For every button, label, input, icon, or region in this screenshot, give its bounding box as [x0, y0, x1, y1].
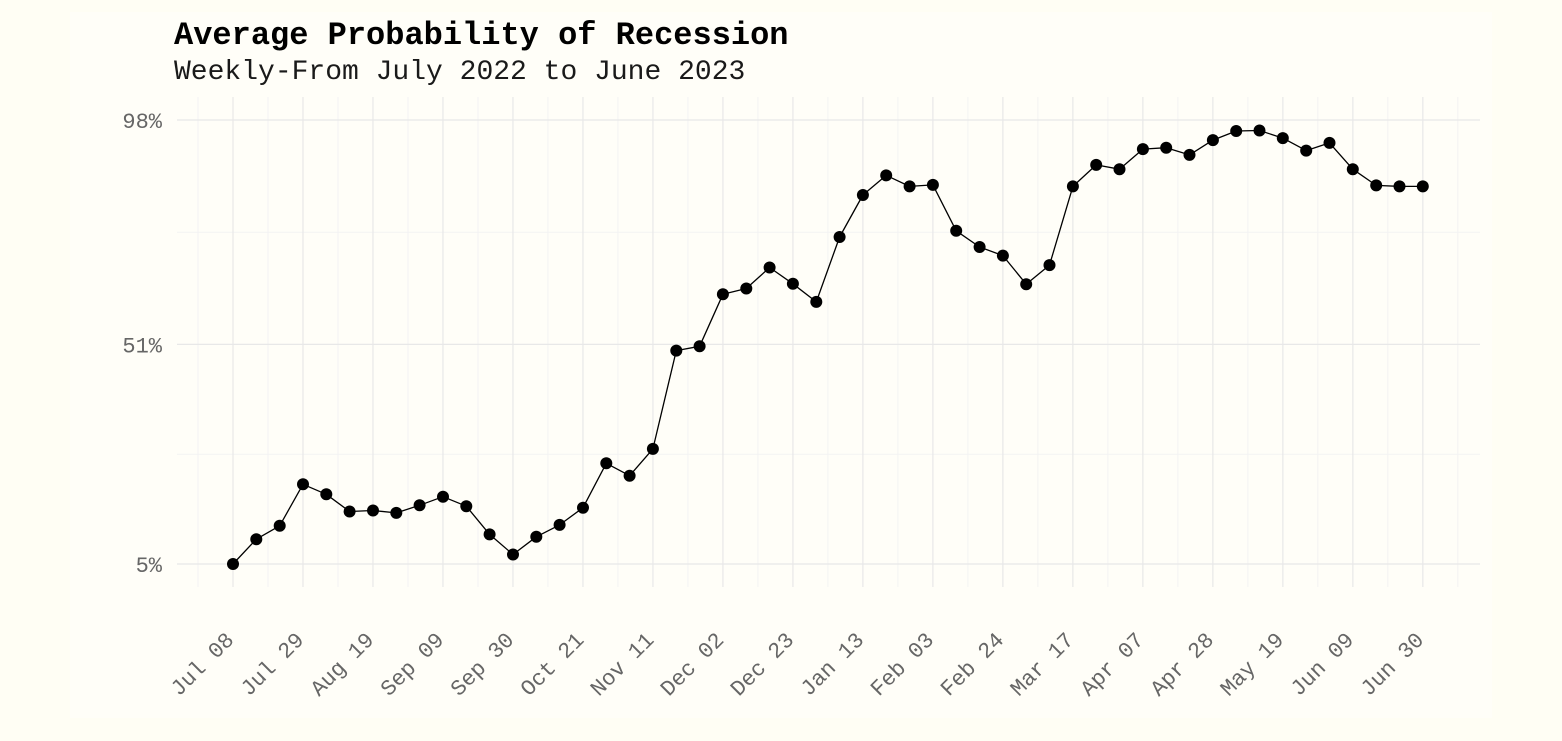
data-point	[833, 231, 846, 243]
data-point	[996, 249, 1009, 262]
data-point	[1183, 148, 1196, 161]
x-tick-label: May 19	[1216, 628, 1290, 702]
data-point	[273, 519, 286, 532]
data-point	[1393, 180, 1406, 193]
data-point	[1253, 124, 1266, 137]
data-point	[530, 530, 543, 543]
data-point	[670, 344, 683, 357]
x-tick-label: Jul 08	[166, 628, 240, 702]
data-point	[926, 178, 939, 191]
data-point	[623, 469, 636, 482]
x-tick-label: Dec 23	[726, 628, 800, 702]
data-point	[950, 224, 963, 237]
x-tick-label: Jun 30	[1356, 628, 1430, 702]
x-tick-label: Apr 07	[1076, 628, 1150, 702]
data-point	[553, 518, 566, 531]
x-tick-label: Jun 09	[1286, 628, 1360, 702]
data-point	[600, 457, 613, 470]
x-tick-label: Sep 09	[376, 628, 450, 702]
x-tick-label: Dec 02	[656, 628, 730, 702]
data-point	[1370, 179, 1383, 192]
x-tick-label: Apr 28	[1146, 628, 1220, 702]
y-tick-label: 5%	[136, 554, 163, 579]
y-tick-label: 98%	[122, 110, 162, 135]
data-point	[1346, 163, 1359, 176]
data-point	[390, 506, 403, 519]
data-point	[1230, 125, 1243, 137]
x-tick-label: Nov 11	[586, 628, 660, 702]
x-tick-label: Mar 17	[1006, 628, 1080, 702]
data-point	[973, 241, 986, 253]
data-point	[1090, 158, 1103, 171]
x-tick-label: Aug 19	[306, 628, 380, 702]
data-point	[1160, 141, 1173, 154]
data-point	[786, 277, 799, 290]
data-point	[716, 288, 729, 301]
data-point	[227, 558, 239, 570]
data-point	[460, 500, 473, 513]
x-tick-label: Jul 29	[236, 628, 310, 702]
chart-subtitle: Weekly-From July 2022 to June 2023	[174, 57, 746, 88]
data-point	[367, 504, 379, 517]
data-point	[856, 189, 869, 201]
data-point	[810, 295, 823, 308]
data-point	[1416, 180, 1429, 193]
data-point	[763, 261, 776, 274]
data-point	[413, 499, 426, 512]
data-point	[1066, 180, 1079, 193]
x-tick-label: Jan 13	[796, 628, 870, 702]
data-point	[437, 490, 449, 503]
data-point	[1136, 143, 1149, 156]
data-point	[507, 548, 519, 561]
data-point	[1020, 278, 1033, 291]
data-point	[1276, 132, 1289, 145]
data-point	[1113, 163, 1126, 176]
data-point	[297, 478, 309, 491]
minor-gridlines	[177, 97, 1480, 587]
data-point	[320, 488, 333, 501]
series-line	[232, 129, 1423, 565]
data-point	[646, 442, 659, 455]
data-point	[693, 340, 706, 353]
x-tick-label: Feb 03	[866, 628, 940, 702]
x-tick-label: Oct 21	[516, 628, 590, 702]
data-point	[880, 169, 893, 182]
y-tick-label: 51%	[122, 334, 162, 359]
series-layer	[227, 124, 1429, 570]
x-tick-label: Feb 24	[936, 628, 1010, 702]
data-point	[740, 282, 753, 295]
data-point	[1043, 259, 1056, 272]
x-tick-label: Sep 30	[446, 628, 520, 702]
data-point	[903, 180, 916, 193]
data-point	[1323, 136, 1336, 149]
y-axis: 5% 51% 98%	[122, 110, 162, 579]
data-point	[250, 533, 263, 546]
chart-title: Average Probability of Recession	[174, 17, 789, 54]
data-point	[1300, 144, 1313, 157]
data-point	[483, 528, 496, 541]
data-point	[577, 501, 589, 514]
data-point	[343, 505, 356, 518]
data-point	[1206, 134, 1219, 147]
